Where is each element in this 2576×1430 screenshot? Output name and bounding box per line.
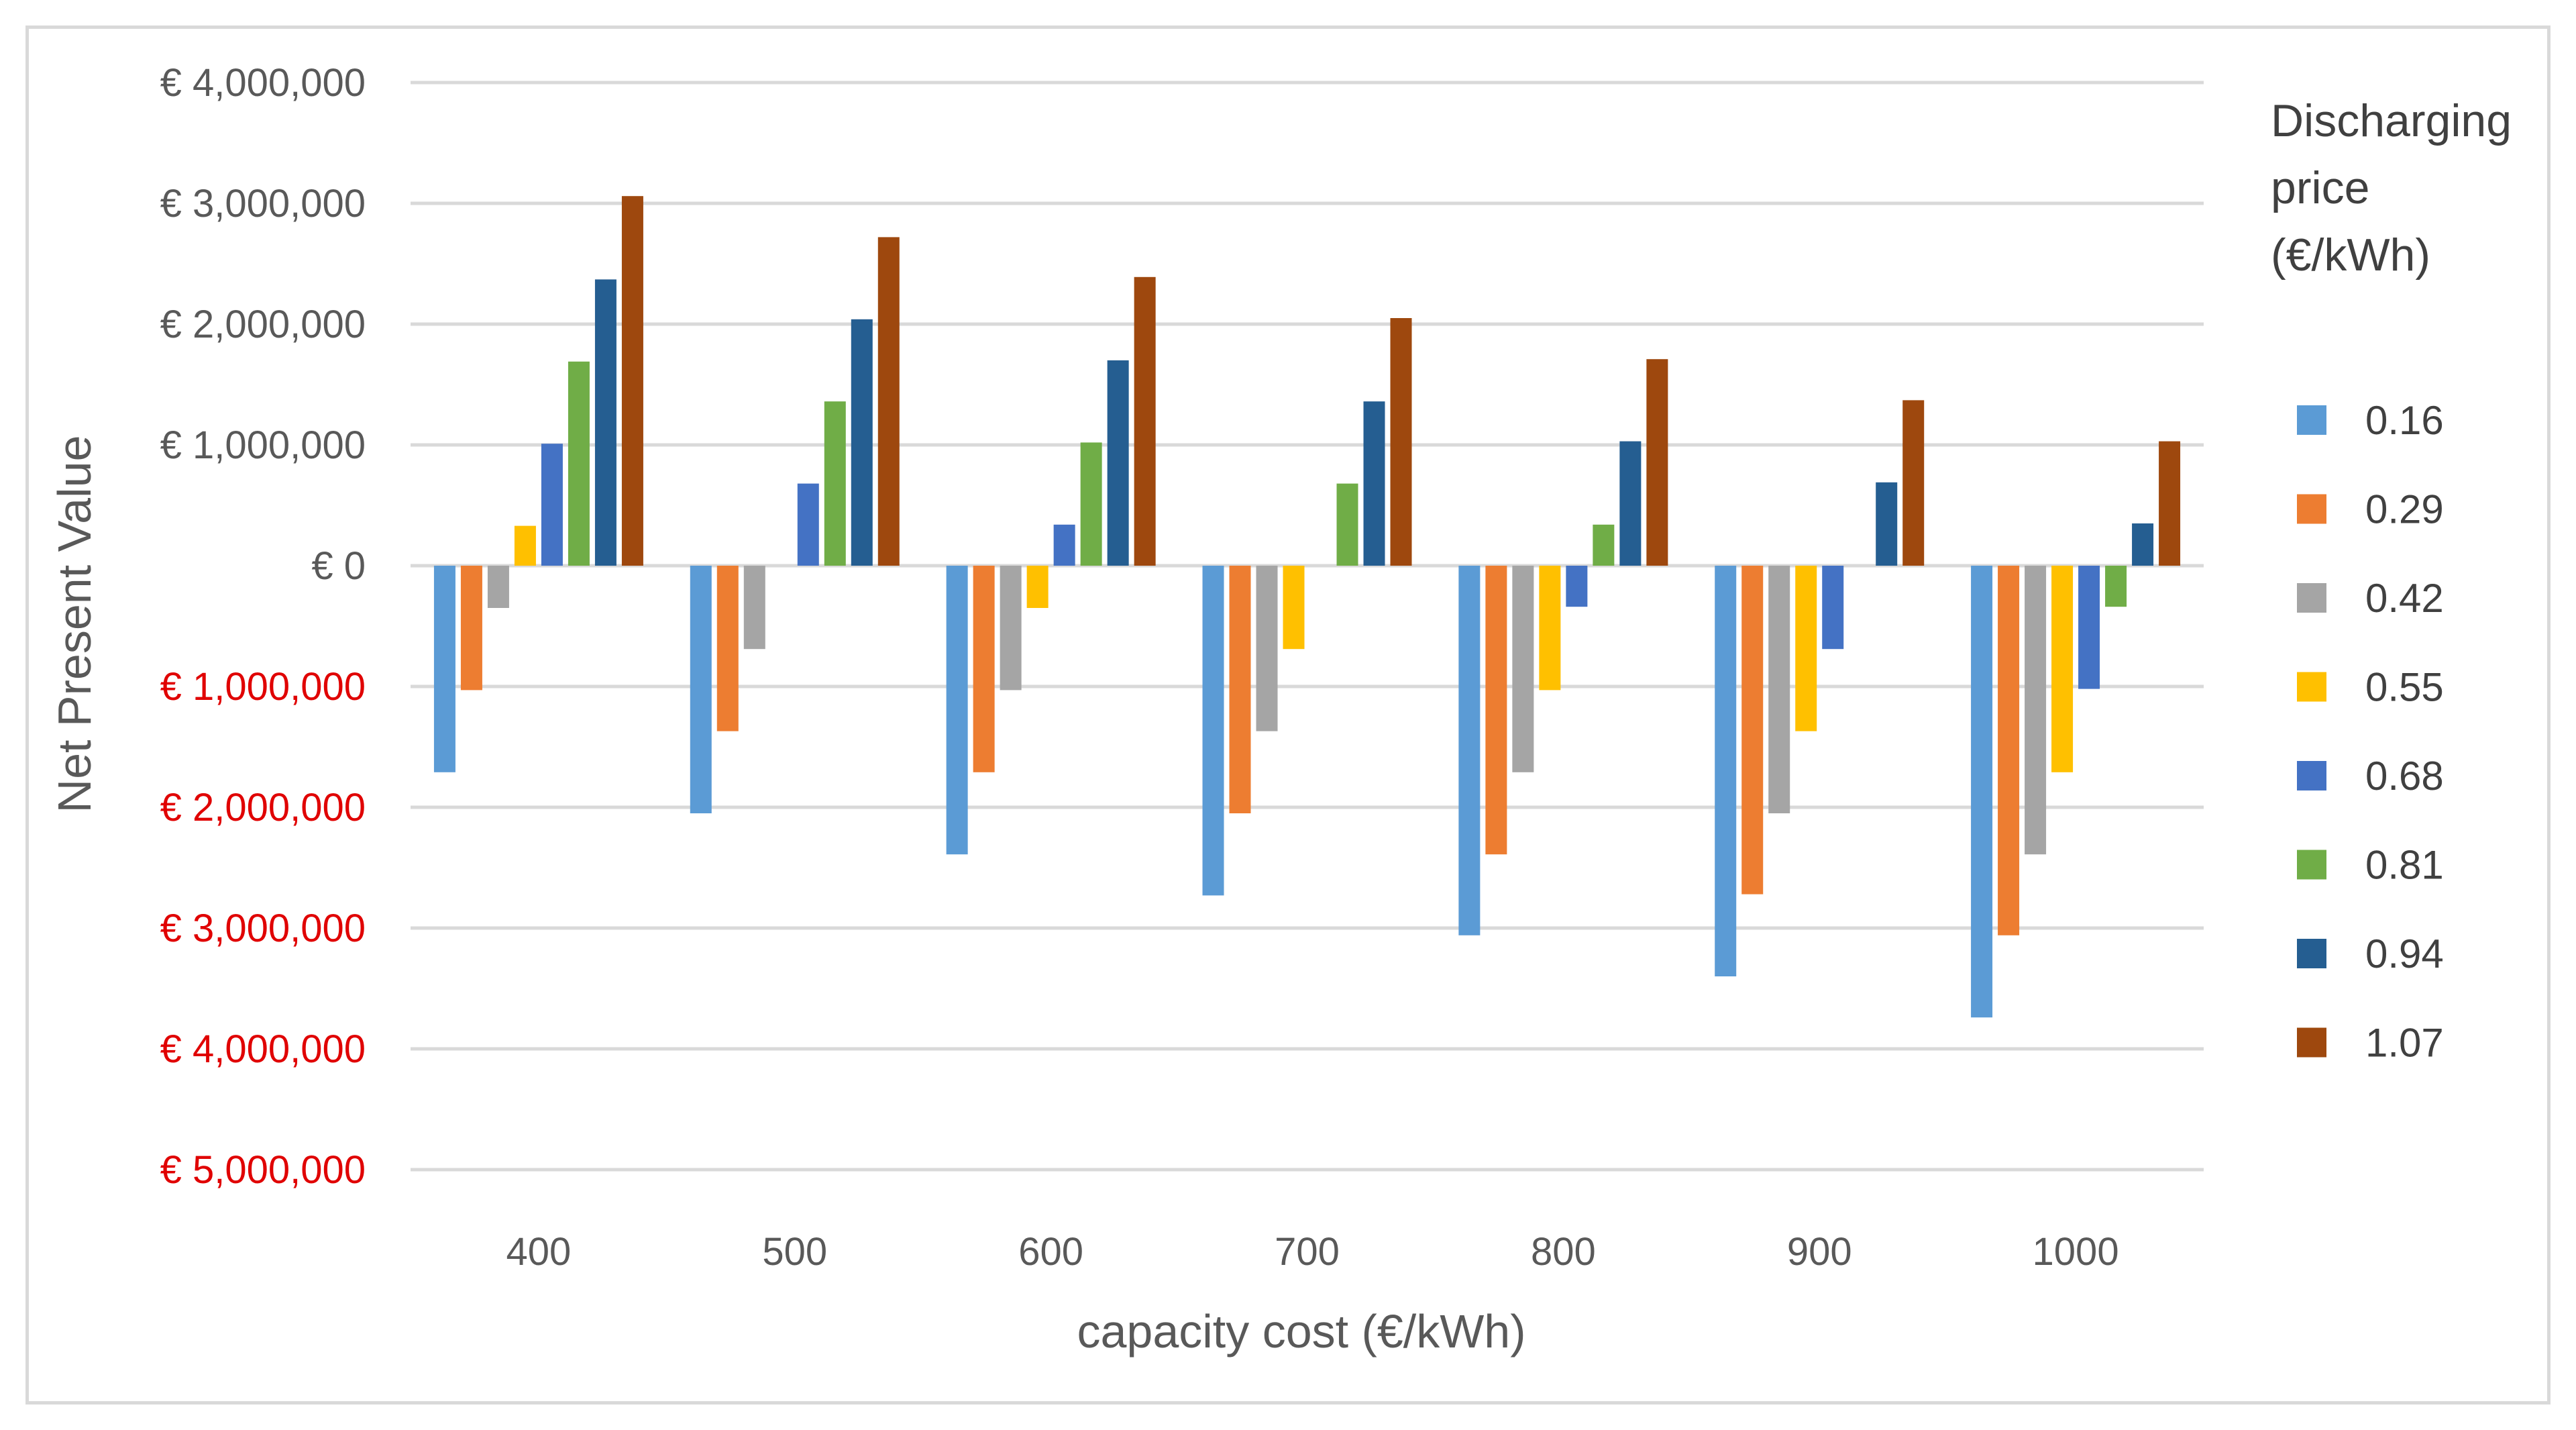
legend-label-0.81: 0.81 [2365, 843, 2444, 888]
bar-0.16-900 [1715, 566, 1737, 976]
bar-0.81-1000 [2105, 566, 2127, 607]
bar-1.07-600 [1134, 276, 1156, 566]
bar-0.68-500 [797, 483, 819, 566]
bar-0.16-600 [946, 566, 968, 855]
bar-0.55-400 [514, 525, 536, 566]
bar-0.55-600 [1026, 566, 1049, 608]
bar-0.42-800 [1512, 566, 1534, 772]
y-tick-label: € 3,000,000 [160, 907, 366, 950]
bar-0.16-1000 [1971, 566, 1993, 1018]
legend-swatch-0.55 [2297, 672, 2326, 702]
x-tick-label: 400 [506, 1230, 572, 1274]
bar-0.29-1000 [1998, 566, 2020, 935]
bar-0.16-400 [433, 566, 455, 772]
bar-0.81-500 [824, 401, 846, 566]
x-tick-label: 700 [1275, 1230, 1340, 1274]
bar-0.94-600 [1107, 360, 1129, 566]
bar-0.55-900 [1795, 566, 1817, 731]
legend-swatch-0.42 [2297, 583, 2326, 613]
bar-0.68-600 [1053, 524, 1075, 566]
legend-label-0.29: 0.29 [2365, 487, 2444, 532]
bar-0.81-600 [1080, 442, 1102, 566]
legend-label-0.55: 0.55 [2365, 665, 2444, 710]
x-tick-label: 800 [1531, 1230, 1596, 1274]
bar-0.94-800 [1619, 441, 1642, 566]
bar-0.94-700 [1363, 401, 1385, 566]
bar-0.16-700 [1202, 566, 1224, 896]
legend-title-line-3: (€/kWh) [2271, 229, 2430, 280]
bar-0.42-400 [487, 566, 509, 608]
bar-0.68-900 [1822, 566, 1844, 650]
legend-label-0.42: 0.42 [2365, 576, 2444, 621]
legend-swatch-0.94 [2297, 939, 2326, 968]
legend-title-line-2: price [2271, 162, 2369, 213]
y-tick-label: € 5,000,000 [160, 1148, 366, 1192]
bar-1.07-1000 [2159, 441, 2181, 566]
y-tick-label: € 1,000,000 [160, 423, 366, 467]
legend: Discharging price (€/kWh) 0.160.290.420.… [2271, 95, 2512, 1066]
legend-swatch-0.81 [2297, 850, 2326, 880]
bar-0.42-1000 [2025, 566, 2047, 855]
bar-0.42-600 [1000, 566, 1022, 691]
bar-0.68-400 [541, 444, 563, 566]
x-tick-label: 1000 [2033, 1230, 2119, 1274]
bar-0.94-1000 [2132, 523, 2154, 566]
x-axis-ticks: 400 500 600 700 800 900 1000 [506, 1230, 2119, 1274]
legend-label-1.07: 1.07 [2365, 1021, 2444, 1066]
bar-0.68-800 [1566, 566, 1588, 607]
legend-label-0.16: 0.16 [2365, 398, 2444, 443]
bar-0.94-900 [1876, 482, 1898, 566]
bar-0.94-400 [594, 279, 616, 566]
y-tick-label: € 2,000,000 [160, 786, 366, 829]
x-axis-title: capacity cost (€/kWh) [1077, 1305, 1525, 1358]
y-tick-label: € 4,000,000 [160, 61, 366, 105]
legend-swatch-0.29 [2297, 494, 2326, 524]
bar-0.55-1000 [2051, 566, 2074, 772]
y-tick-label: € 4,000,000 [160, 1027, 366, 1071]
bar-0.55-700 [1283, 566, 1305, 650]
legend-label-0.94: 0.94 [2365, 931, 2444, 976]
bar-0.29-800 [1485, 566, 1507, 855]
y-tick-label: € 3,000,000 [160, 182, 366, 225]
y-tick-label: € 2,000,000 [160, 303, 366, 346]
bar-0.42-900 [1768, 566, 1790, 813]
bar-0.42-500 [743, 566, 765, 650]
bar-1.07-800 [1646, 359, 1668, 566]
legend-items: 0.16 0.29 0.42 0.55 0.68 0.81 0.94 1.07 [2297, 398, 2444, 1066]
x-tick-label: 900 [1787, 1230, 1852, 1274]
legend-label-0.68: 0.68 [2365, 754, 2444, 799]
y-axis-ticks: € 4,000,000 € 3,000,000 € 2,000,000 € 1,000… [160, 61, 366, 1192]
bar-0.16-500 [690, 566, 712, 813]
legend-swatch-1.07 [2297, 1027, 2326, 1058]
y-tick-label: € 1,000,000 [160, 665, 366, 709]
legend-title-line-1: Discharging [2271, 95, 2512, 146]
bar-1.07-400 [621, 196, 643, 566]
bar-1.07-900 [1902, 400, 1925, 566]
x-tick-label: 500 [762, 1230, 827, 1274]
bar-0.29-700 [1229, 566, 1251, 813]
bar-0.55-800 [1539, 566, 1561, 691]
y-tick-label: € 0 [311, 544, 366, 588]
bar-0.94-500 [851, 319, 873, 566]
bar-0.81-700 [1336, 483, 1358, 566]
bar-0.68-1000 [2078, 566, 2100, 689]
bar-0.29-900 [1741, 566, 1764, 895]
bars [433, 196, 2181, 1018]
bar-0.42-700 [1256, 566, 1278, 731]
bar-1.07-500 [877, 237, 900, 566]
bar-0.81-800 [1593, 524, 1615, 566]
bar-0.16-800 [1458, 566, 1481, 935]
legend-swatch-0.16 [2297, 405, 2326, 435]
y-axis-title: Net Present Value [48, 436, 101, 813]
bar-1.07-700 [1390, 318, 1412, 566]
legend-swatch-0.68 [2297, 761, 2326, 790]
gridlines [411, 81, 2204, 1172]
bar-0.81-400 [568, 361, 590, 566]
x-tick-label: 600 [1018, 1230, 1083, 1274]
bar-0.29-600 [973, 566, 995, 772]
bar-0.29-500 [716, 566, 739, 731]
bar-0.29-400 [460, 566, 482, 691]
